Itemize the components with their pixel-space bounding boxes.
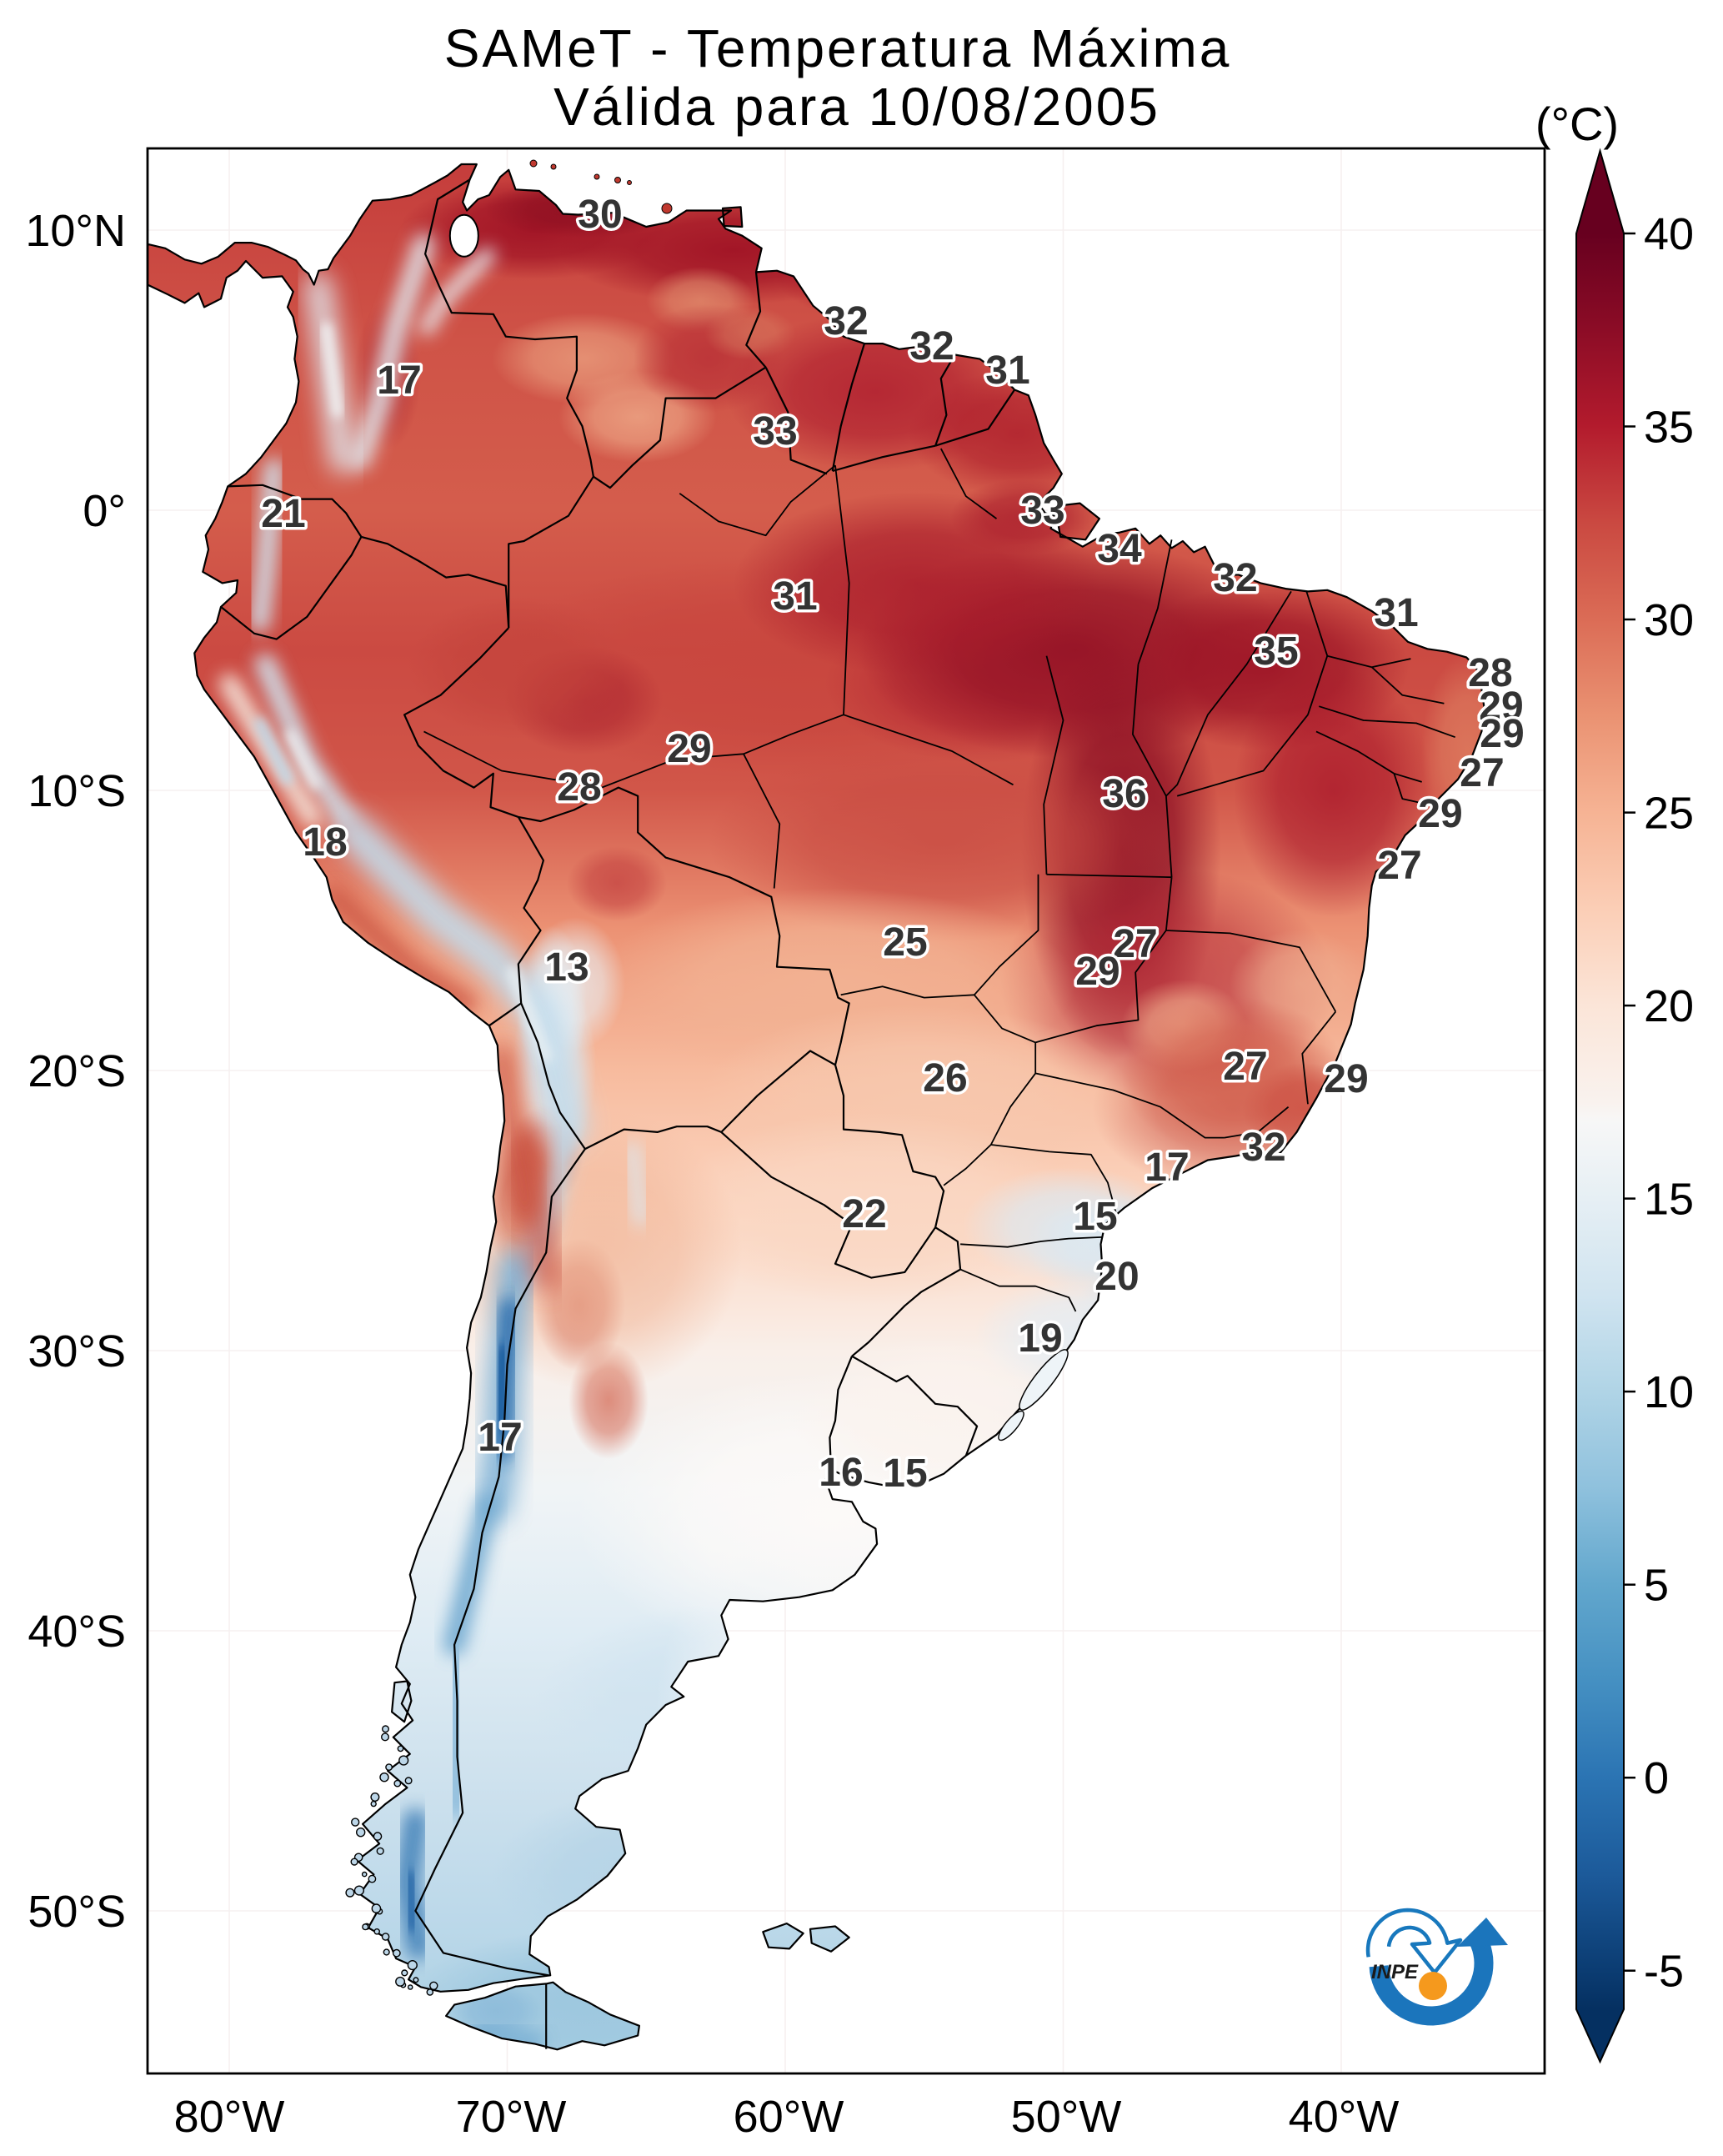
- svg-text:Válida para 10/08/2005: Válida para 10/08/2005: [553, 77, 1160, 137]
- svg-text:32: 32: [824, 299, 868, 343]
- svg-text:21: 21: [261, 492, 305, 536]
- svg-text:29: 29: [1480, 712, 1524, 756]
- svg-text:26: 26: [923, 1056, 967, 1101]
- svg-text:80°W: 80°W: [174, 2092, 285, 2142]
- svg-text:27: 27: [1460, 751, 1504, 795]
- svg-text:32: 32: [1213, 556, 1257, 600]
- svg-text:10°S: 10°S: [28, 766, 126, 816]
- svg-text:70°W: 70°W: [456, 2092, 567, 2142]
- svg-text:27: 27: [1223, 1045, 1267, 1089]
- svg-text:20°S: 20°S: [28, 1046, 126, 1096]
- svg-text:17: 17: [478, 1416, 522, 1460]
- svg-text:40: 40: [1644, 209, 1694, 259]
- svg-text:16: 16: [819, 1451, 863, 1495]
- svg-text:18: 18: [303, 820, 347, 865]
- svg-text:31: 31: [1374, 591, 1418, 635]
- svg-text:35: 35: [1254, 629, 1298, 674]
- svg-text:29: 29: [667, 727, 711, 771]
- svg-text:32: 32: [909, 324, 954, 369]
- svg-text:33: 33: [1020, 489, 1064, 533]
- svg-text:17: 17: [377, 358, 421, 403]
- svg-text:50°S: 50°S: [28, 1887, 126, 1937]
- svg-text:25: 25: [883, 920, 927, 965]
- svg-text:30°S: 30°S: [28, 1326, 126, 1376]
- svg-text:25: 25: [1644, 789, 1694, 839]
- svg-text:INPE: INPE: [1371, 1961, 1419, 1983]
- svg-text:15: 15: [1644, 1175, 1694, 1225]
- svg-text:20: 20: [1094, 1255, 1139, 1299]
- svg-text:28: 28: [1468, 651, 1512, 695]
- svg-text:35: 35: [1644, 403, 1694, 453]
- svg-text:27: 27: [1377, 844, 1421, 888]
- svg-text:0°: 0°: [83, 486, 126, 536]
- svg-text:10: 10: [1644, 1367, 1694, 1417]
- svg-text:0: 0: [1644, 1753, 1669, 1803]
- svg-text:31: 31: [985, 348, 1029, 393]
- svg-text:19: 19: [1018, 1316, 1062, 1361]
- svg-text:40°W: 40°W: [1289, 2092, 1400, 2142]
- svg-text:29: 29: [1418, 792, 1462, 836]
- svg-text:15: 15: [1073, 1195, 1117, 1239]
- svg-text:20: 20: [1644, 981, 1694, 1031]
- svg-text:32: 32: [1241, 1126, 1285, 1170]
- svg-text:60°W: 60°W: [734, 2092, 844, 2142]
- svg-text:28: 28: [557, 765, 601, 810]
- svg-text:33: 33: [753, 409, 797, 454]
- svg-text:29: 29: [1324, 1057, 1368, 1101]
- svg-text:29: 29: [1479, 684, 1523, 729]
- svg-text:SAMeT - Temperatura Máxima: SAMeT - Temperatura Máxima: [444, 18, 1231, 78]
- svg-text:50°W: 50°W: [1011, 2092, 1122, 2142]
- svg-text:30: 30: [578, 193, 622, 237]
- svg-text:31: 31: [773, 574, 817, 619]
- svg-text:13: 13: [544, 945, 589, 990]
- svg-text:17: 17: [1144, 1146, 1189, 1190]
- svg-text:36: 36: [1102, 772, 1146, 816]
- svg-text:22: 22: [842, 1192, 886, 1236]
- svg-text:5: 5: [1644, 1561, 1669, 1611]
- svg-text:29: 29: [1075, 950, 1119, 994]
- svg-text:(°C): (°C): [1535, 98, 1619, 150]
- svg-text:-5: -5: [1644, 1947, 1684, 1997]
- svg-text:30: 30: [1644, 595, 1694, 645]
- svg-text:15: 15: [883, 1452, 927, 1496]
- svg-text:40°S: 40°S: [28, 1607, 126, 1657]
- svg-text:10°N: 10°N: [25, 206, 126, 256]
- svg-text:27: 27: [1113, 922, 1157, 966]
- svg-text:34: 34: [1097, 527, 1142, 571]
